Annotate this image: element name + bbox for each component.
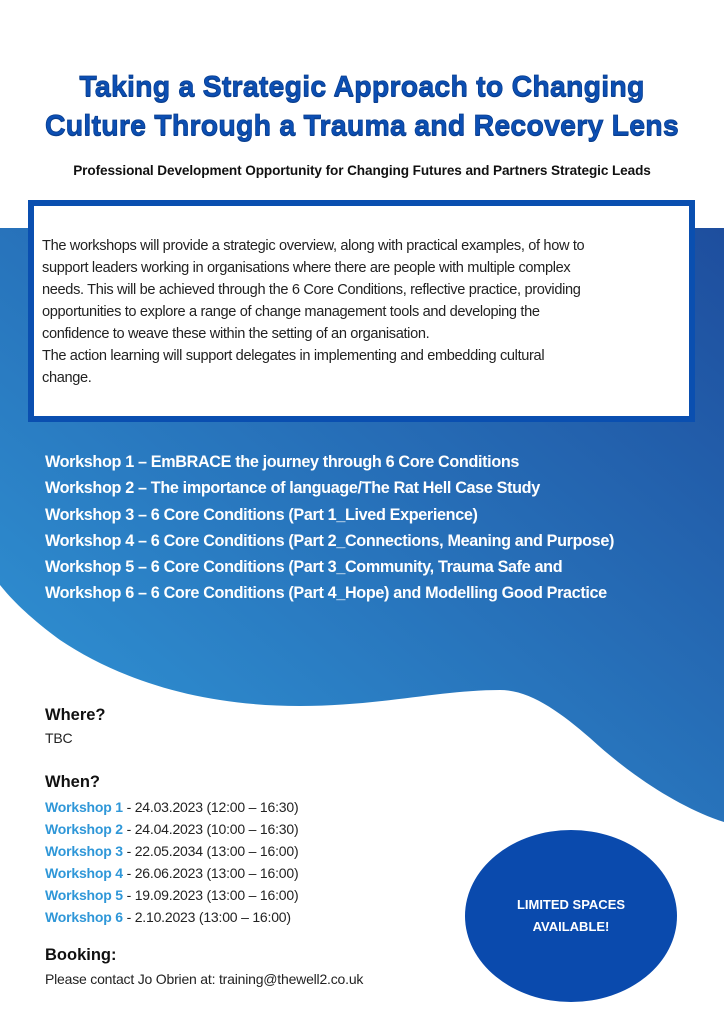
title-line-1: Taking a Strategic Approach to Changing — [79, 71, 645, 104]
date-workshop-label: Workshop 4 — [45, 865, 123, 881]
workshop-item: Workshop 1 – EmBRACE the journey through… — [45, 453, 520, 471]
workshop-item: Workshop 6 – 6 Core Conditions (Part 4_H… — [45, 584, 607, 603]
badge-line-2: AVAILABLE! — [532, 919, 610, 934]
booking-contact: Please contact Jo Obrien at: training@th… — [45, 971, 364, 987]
intro-line: needs. This will be achieved through the… — [42, 282, 581, 298]
intro-line: The workshops will provide a strategic o… — [42, 238, 585, 254]
where-value: TBC — [45, 730, 73, 746]
title-line-2: Culture Through a Trauma and Recovery Le… — [45, 110, 680, 143]
date-row: Workshop 1 - 24.03.2023 (12:00 – 16:30) — [45, 796, 299, 818]
date-row: Workshop 5 - 19.09.2023 (13:00 – 16:00) — [45, 884, 299, 906]
date-row: Workshop 2 - 24.04.2023 (10:00 – 16:30) — [45, 818, 299, 840]
date-workshop-label: Workshop 1 — [45, 799, 123, 815]
where-heading: Where? — [45, 706, 106, 724]
date-value: - 19.09.2023 (13:00 – 16:00) — [122, 887, 299, 903]
date-workshop-label: Workshop 3 — [45, 843, 123, 859]
date-workshop-label: Workshop 5 — [45, 887, 123, 903]
date-workshop-label: Workshop 2 — [45, 821, 123, 837]
intro-line: change. — [42, 370, 92, 386]
booking-heading: Booking: — [45, 946, 117, 964]
workshop-list: Workshop 1 – EmBRACE the journey through… — [45, 449, 614, 607]
workshop-item: Workshop 5 – 6 Core Conditions (Part 3_C… — [45, 558, 563, 577]
intro-line: confidence to weave these within the set… — [42, 326, 430, 342]
workshop-item: Workshop 2 – The importance of language/… — [45, 479, 540, 498]
badge-line-1: LIMITED SPACES — [516, 897, 626, 912]
date-value: - 22.05.2034 (13:00 – 16:00) — [122, 843, 299, 859]
date-value: - 24.03.2023 (12:00 – 16:30) — [122, 799, 299, 815]
intro-line: The action learning will support delegat… — [42, 348, 545, 364]
date-value: - 2.10.2023 (13:00 – 16:00) — [122, 909, 291, 925]
date-value: - 24.04.2023 (10:00 – 16:30) — [122, 821, 299, 837]
date-workshop-label: Workshop 6 — [45, 909, 123, 925]
intro-line: opportunities to explore a range of chan… — [42, 304, 540, 320]
limited-spaces-badge: LIMITED SPACES AVAILABLE! — [465, 830, 677, 1002]
date-row: Workshop 4 - 26.06.2023 (13:00 – 16:00) — [45, 862, 299, 884]
date-value: - 26.06.2023 (13:00 – 16:00) — [122, 865, 299, 881]
date-list: Workshop 1 - 24.03.2023 (12:00 – 16:30) … — [45, 796, 299, 928]
subtitle: Professional Development Opportunity for… — [73, 163, 651, 178]
date-row: Workshop 6 - 2.10.2023 (13:00 – 16:00) — [45, 906, 298, 928]
intro-line: support leaders working in organisations… — [42, 260, 571, 276]
workshop-item: Workshop 4 – 6 Core Conditions (Part 2_C… — [45, 531, 615, 550]
intro-box — [28, 200, 695, 422]
intro-text: The workshops will provide a strategic o… — [42, 235, 585, 389]
date-row: Workshop 3 - 22.05.2034 (13:00 – 16:00) — [45, 840, 299, 862]
workshop-item: Workshop 3 – 6 Core Conditions (Part 1_L… — [45, 505, 478, 524]
when-heading: When? — [45, 773, 100, 791]
